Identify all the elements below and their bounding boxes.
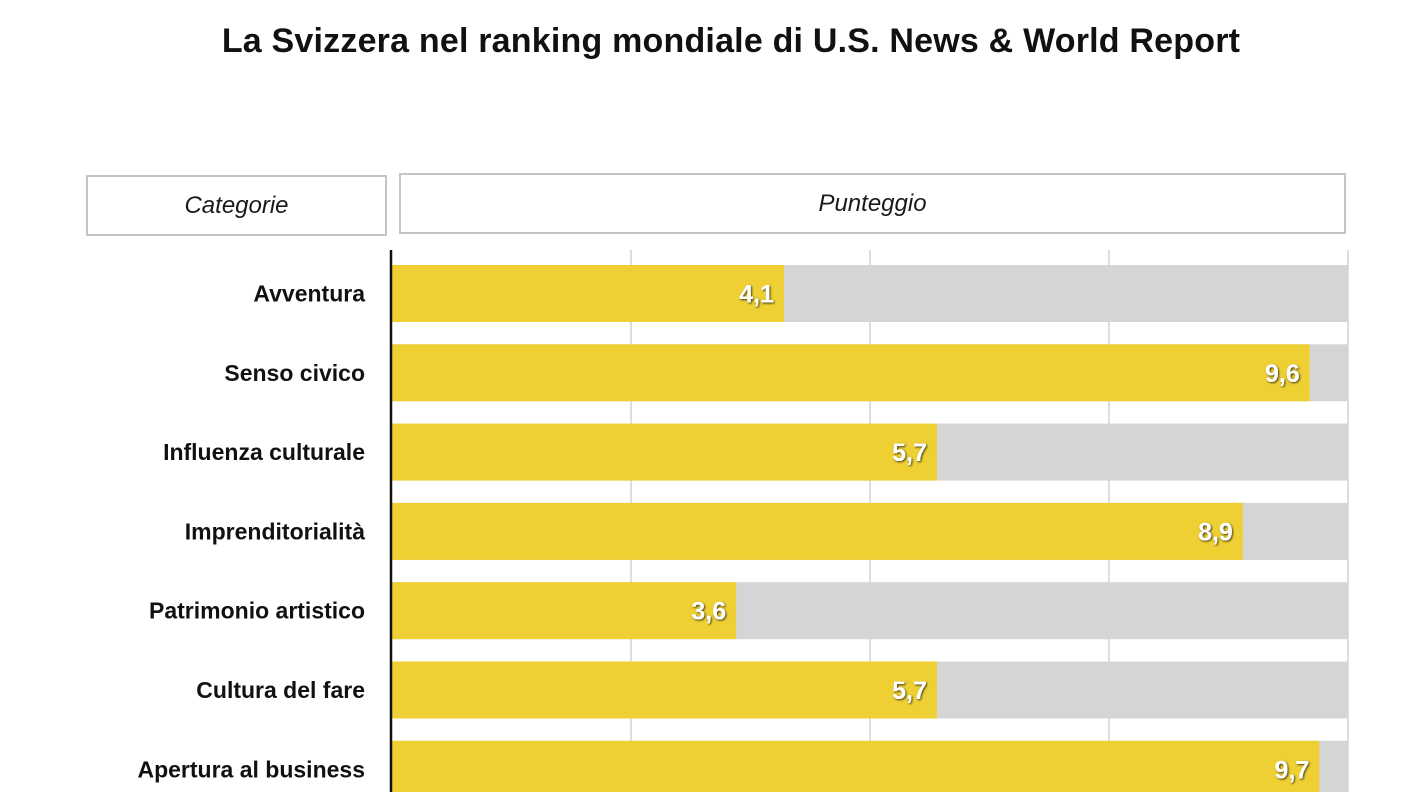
score-header-label: Punteggio [818,189,927,217]
category-label: Patrimonio artistico [149,598,365,624]
value-label: 4,1 [739,281,774,309]
category-label: Cultura del fare [196,677,365,703]
value-label: 5,7 [892,439,927,467]
chart-title: La Svizzera nel ranking mondiale di U.S.… [221,22,1241,60]
value-label: 8,9 [1198,518,1233,546]
category-header-box: Categorie [86,175,387,236]
bar [392,582,737,640]
value-label: 9,7 [1275,756,1310,784]
value-labels: 4,1 9,6 5,7 8,9 3,6 5,7 9,7 [691,281,1309,785]
bar [392,661,937,719]
bar [392,344,1310,402]
bar [392,265,784,322]
bars [392,265,1320,792]
category-label: Avventura [253,281,365,307]
category-labels: Avventura Senso civico Influenza culturale… [137,281,365,783]
value-label: 9,6 [1265,360,1300,388]
bar [392,740,1320,792]
category-label: Senso civico [224,360,365,386]
category-header-label: Categorie [184,191,289,219]
value-label: 3,6 [691,598,726,626]
category-label: Imprenditorialità [185,518,365,544]
category-label: Apertura al business [137,756,365,782]
value-label: 5,7 [892,677,927,705]
bar [392,502,1243,560]
category-label: Influenza culturale [163,439,365,465]
bar [392,423,937,481]
score-header-box: Punteggio [399,173,1346,234]
